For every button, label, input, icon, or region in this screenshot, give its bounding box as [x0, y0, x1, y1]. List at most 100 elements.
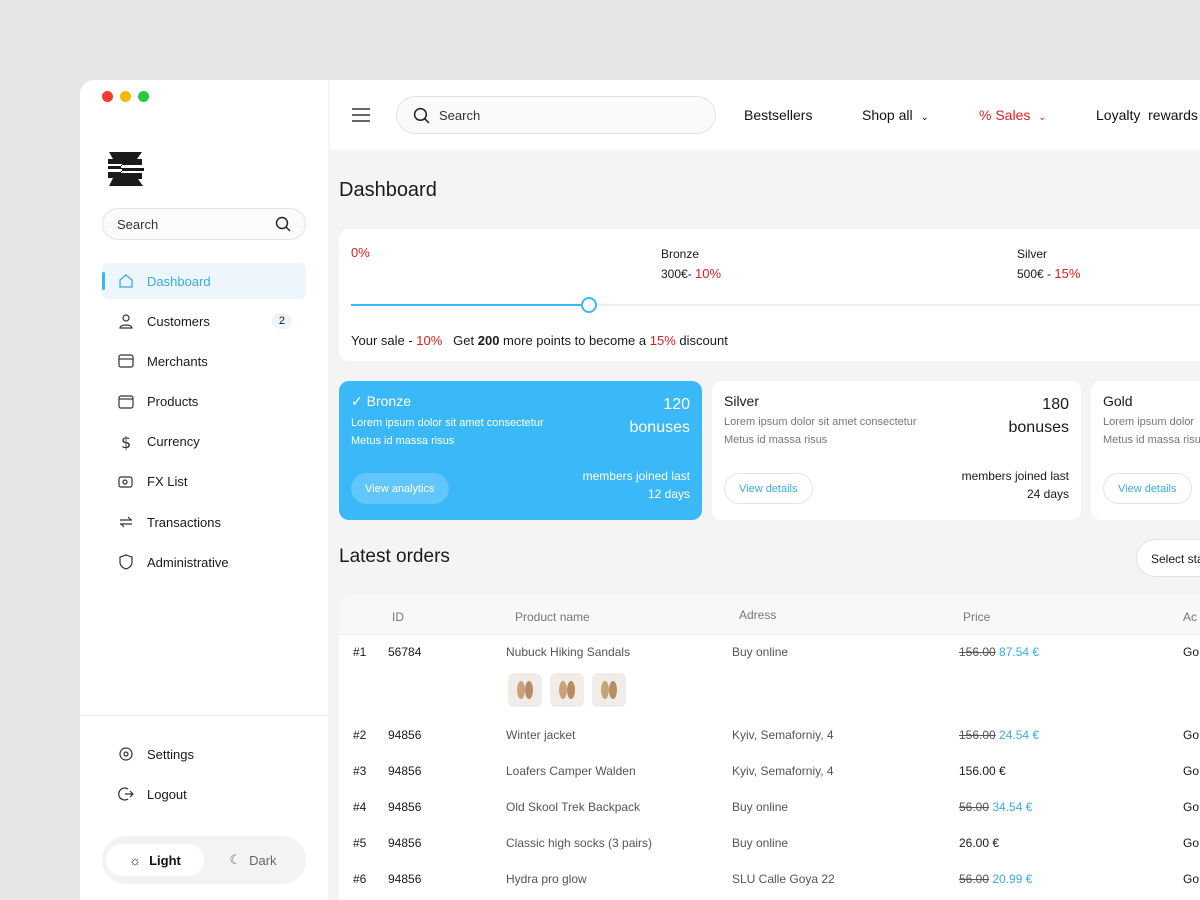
order-address: Buy online — [732, 645, 789, 659]
tier-card-gold[interactable]: Gold Lorem ipsum dolor Metus id massa ris… — [1091, 381, 1200, 520]
tier-card-bronze[interactable]: ✓ Bronze Lorem ipsum dolor sit amet cons… — [339, 381, 702, 520]
sidebar-item-settings[interactable]: Settings — [102, 736, 306, 772]
sidebar-item-label: Dashboard — [147, 273, 211, 289]
tier-card-title: Bronze — [366, 393, 411, 409]
moon-icon: ☾ — [229, 852, 242, 867]
table-row[interactable]: #3 94856 Loafers Camper Walden Kyiv, Semafo… — [339, 754, 1200, 790]
tier-card-desc: Lorem ipsum dolor sit amet consectetur — [351, 417, 544, 429]
progress-handle[interactable] — [580, 297, 597, 313]
tier-name: Bronze — [661, 247, 700, 261]
theme-dark-button[interactable]: ☾ Dark — [204, 844, 302, 876]
nav-label: Shop all — [862, 107, 913, 123]
users-icon — [119, 314, 133, 329]
top-search-input[interactable]: Search — [396, 96, 716, 134]
order-action[interactable]: Go — [1183, 764, 1200, 778]
sidebar-item-dashboard[interactable]: Dashboard — [102, 263, 306, 299]
members-label: members joined last — [961, 469, 1069, 483]
table-row[interactable]: #1 56784 Nubuck Hiking Sandals Buy online 15… — [339, 635, 1200, 718]
maximize-window-button[interactable] — [138, 91, 149, 102]
progress-fill — [351, 304, 581, 306]
order-price: 156.00 87.54 € — [959, 645, 1039, 659]
svg-text:$: $ — [121, 433, 131, 451]
store-icon — [118, 354, 134, 368]
progress-track — [351, 297, 1200, 313]
nav-sales[interactable]: % Sales ⌄ — [979, 107, 1047, 123]
progress-message: Your sale - 10% Get 200 more points to b… — [351, 333, 728, 348]
page-title: Dashboard — [339, 179, 437, 201]
nav-shop-all[interactable]: Shop all ⌄ — [862, 107, 929, 123]
order-action[interactable]: Go — [1183, 872, 1200, 886]
tier-amount: 500€ - — [1017, 267, 1055, 281]
menu-icon[interactable] — [352, 108, 370, 122]
tier-pct: 10% — [695, 266, 722, 281]
tier-marker-bronze: Bronze 300€- 10% — [661, 244, 721, 284]
sidebar-item-administrative[interactable]: Administrative — [102, 544, 306, 580]
close-window-button[interactable] — [102, 91, 113, 102]
product-thumbnail[interactable] — [550, 673, 584, 707]
sidebar-item-label: Customers — [147, 313, 210, 329]
status-select[interactable]: Select status — [1136, 539, 1200, 577]
column-header-action[interactable]: Ac — [1183, 610, 1198, 624]
logout-icon — [118, 787, 134, 801]
order-number: #4 — [353, 800, 367, 814]
order-action[interactable]: Go — [1183, 836, 1200, 850]
bonus-unit: bonuses — [629, 419, 691, 436]
search-icon — [275, 216, 291, 232]
loyalty-progress-panel: 0% Bronze 300€- 10% Silver 500€ - 15% Your… — [339, 229, 1200, 361]
order-number: #1 — [353, 645, 367, 659]
sidebar-item-label: Transactions — [147, 514, 221, 530]
msg-text: Get — [453, 333, 478, 348]
sidebar-item-label: Administrative — [147, 554, 229, 570]
bonus-count: 120 — [663, 396, 690, 413]
table-row[interactable]: #6 94856 Hydra pro glow SLU Calle Goya 22 56… — [339, 862, 1200, 898]
sidebar-item-fx-list[interactable]: FX List — [102, 464, 306, 500]
order-action[interactable]: Go — [1183, 645, 1200, 659]
nav-bestsellers[interactable]: Bestsellers — [744, 107, 813, 123]
home-icon — [119, 274, 133, 288]
table-body: #1 56784 Nubuck Hiking Sandals Buy online 15… — [339, 635, 1200, 898]
product-name: Winter jacket — [506, 728, 576, 742]
table-row[interactable]: #2 94856 Winter jacket Kyiv, Semaforniy, 4 1… — [339, 718, 1200, 754]
theme-light-button[interactable]: ☼ Light — [106, 844, 204, 876]
members-days: 24 days — [1026, 487, 1069, 501]
sidebar-bottom: Settings Logout — [102, 736, 306, 816]
nav-loyalty-rewards[interactable]: Loyalty rewards — [1096, 107, 1198, 123]
dollar-icon: $ — [121, 433, 131, 451]
sidebar-item-customers[interactable]: Customers 2 — [102, 303, 306, 339]
view-analytics-button[interactable]: View analytics — [351, 473, 449, 504]
sidebar-item-merchants[interactable]: Merchants — [102, 343, 306, 379]
fx-icon — [118, 476, 133, 488]
sidebar-search-input[interactable]: Search — [102, 208, 306, 240]
sidebar-nav: Dashboard Customers 2 Merchants Products … — [102, 263, 306, 585]
order-action[interactable]: Go — [1183, 728, 1200, 742]
order-number: #6 — [353, 872, 367, 886]
column-header-address[interactable]: Adress — [739, 608, 777, 622]
sidebar-item-logout[interactable]: Logout — [102, 776, 306, 812]
column-header-product[interactable]: Product name — [515, 610, 590, 624]
column-header-price[interactable]: Price — [963, 610, 991, 624]
view-details-button[interactable]: View details — [1103, 473, 1192, 504]
tier-card-silver[interactable]: Silver Lorem ipsum dolor sit amet consec… — [712, 381, 1081, 520]
view-details-button[interactable]: View details — [724, 473, 813, 504]
sale-price: 87.54 € — [999, 645, 1040, 659]
column-header-id[interactable]: ID — [392, 610, 404, 624]
chevron-down-icon: ⌄ — [920, 112, 929, 123]
table-row[interactable]: #5 94856 Classic high socks (3 pairs) Buy o… — [339, 826, 1200, 862]
product-thumbnails — [508, 673, 626, 707]
table-row[interactable]: #4 94856 Old Skool Trek Backpack Buy online… — [339, 790, 1200, 826]
search-placeholder: Search — [439, 108, 481, 123]
sidebar-item-products[interactable]: Products — [102, 384, 306, 420]
order-action[interactable]: Go — [1183, 800, 1200, 814]
search-icon — [413, 107, 430, 124]
sidebar-item-label: Currency — [147, 434, 200, 450]
order-price: 56.00 20.99 € — [959, 872, 1032, 886]
sale-price: 20.99 € — [992, 872, 1033, 886]
tier-card-desc: Metus id massa risus — [1103, 434, 1200, 446]
order-id: 94856 — [388, 728, 422, 742]
sidebar-item-label: Products — [147, 394, 199, 410]
sidebar-item-currency[interactable]: $ Currency — [102, 424, 306, 460]
product-thumbnail[interactable] — [592, 673, 626, 707]
product-thumbnail[interactable] — [508, 673, 542, 707]
minimize-window-button[interactable] — [120, 91, 131, 102]
sidebar-item-transactions[interactable]: Transactions — [102, 504, 306, 540]
